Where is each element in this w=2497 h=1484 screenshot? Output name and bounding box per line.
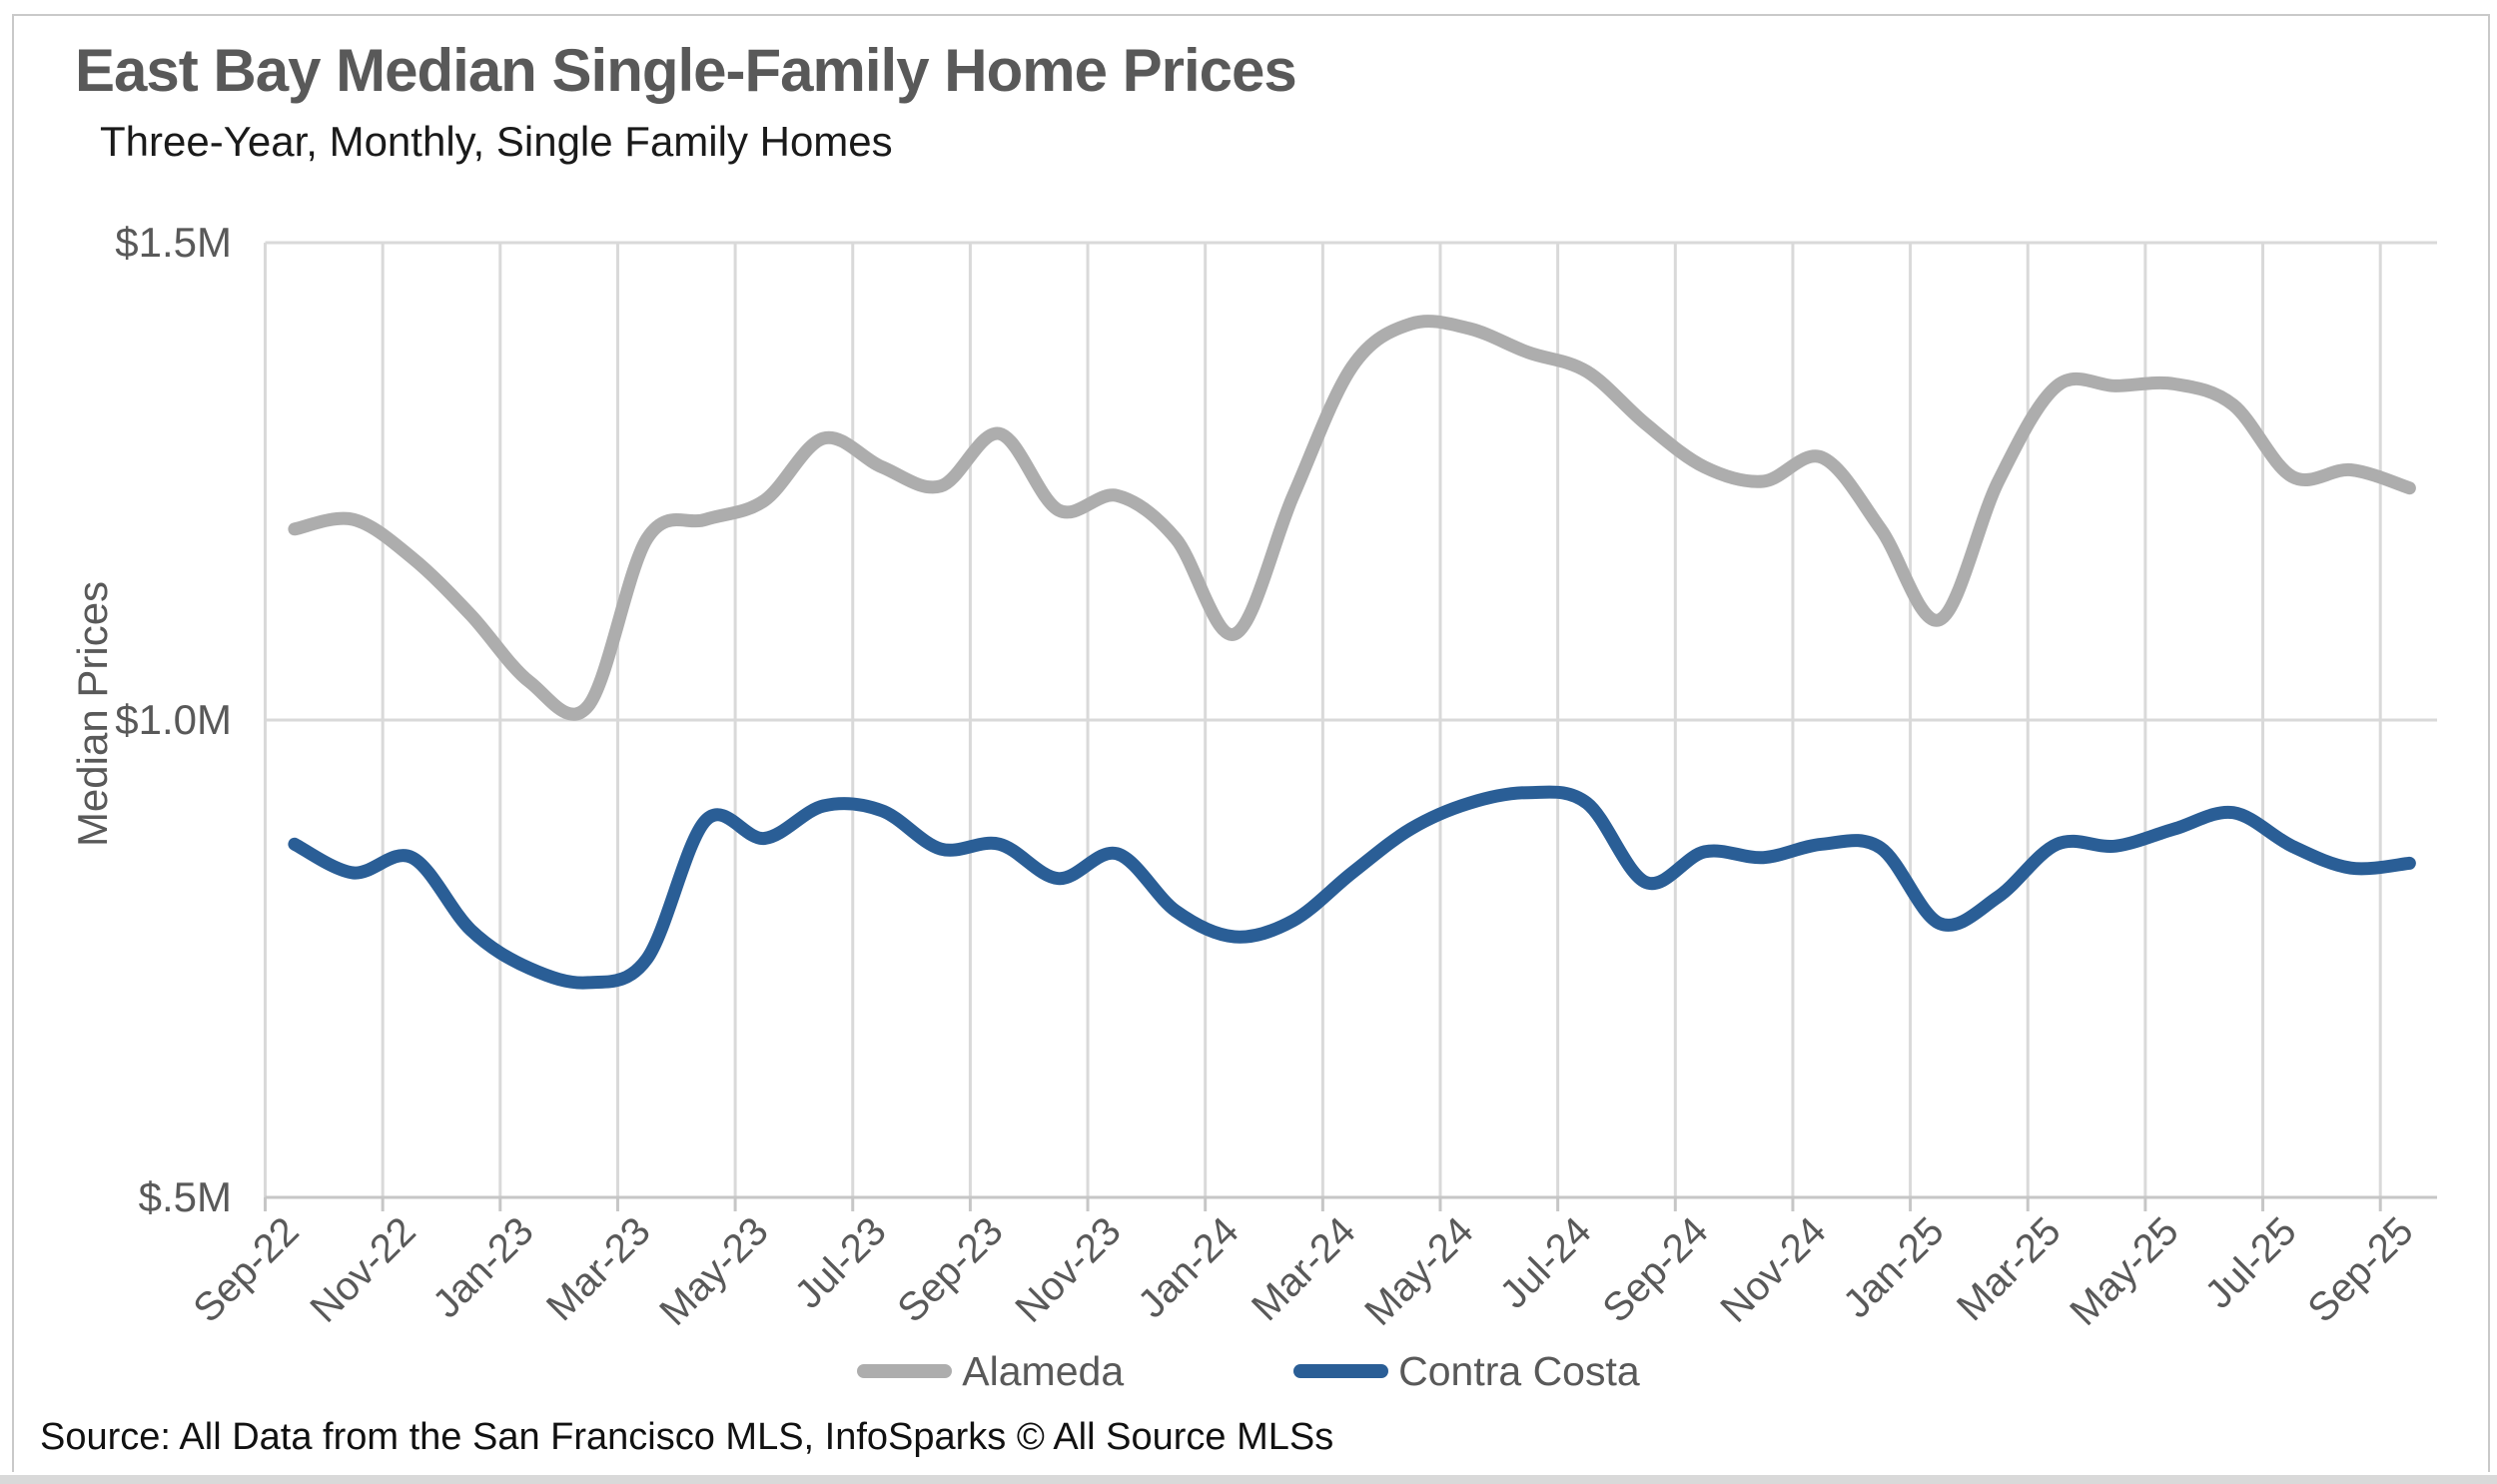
y-axis-tick-label: $.5M	[138, 1173, 232, 1220]
legend-label: Contra Costa	[1398, 1347, 1640, 1394]
legend-item-contra-costa: Contra Costa	[1293, 1348, 1640, 1395]
window-bottom-edge	[0, 1475, 2497, 1484]
y-axis-tick-label: $1.5M	[115, 219, 232, 266]
series-line-contra-costa	[288, 785, 2416, 990]
chart-subtitle: Three-Year, Monthly, Single Family Homes	[100, 118, 893, 165]
legend-swatch	[857, 1364, 953, 1378]
page-frame	[12, 14, 2490, 1472]
y-axis-tick-label: $1.0M	[115, 696, 232, 743]
source-note: Source: All Data from the San Francisco …	[40, 1416, 1334, 1458]
series-line-alameda	[288, 315, 2416, 721]
legend-swatch	[1293, 1364, 1389, 1378]
legend-label: Alameda	[962, 1347, 1125, 1394]
chart-title: East Bay Median Single-Family Home Price…	[75, 37, 1297, 104]
chart-legend: Alameda Contra Costa	[0, 1346, 2497, 1396]
legend-item-alameda: Alameda	[857, 1348, 1124, 1395]
